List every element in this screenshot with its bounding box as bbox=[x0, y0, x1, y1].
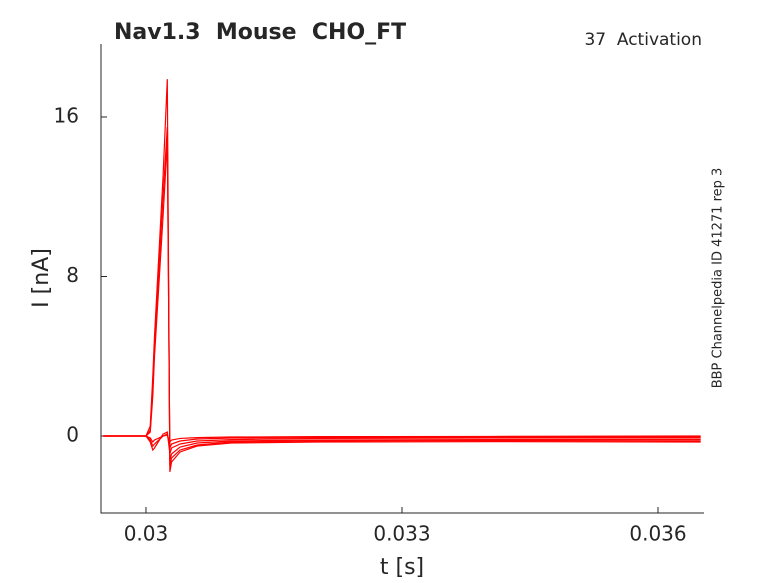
x-tick-label: 0.036 bbox=[629, 522, 686, 546]
trace bbox=[103, 140, 701, 461]
trace bbox=[103, 431, 701, 455]
trace bbox=[103, 433, 701, 451]
x-tick-label: 0.033 bbox=[373, 522, 430, 546]
y-tick-label: 8 bbox=[66, 263, 79, 287]
axes bbox=[100, 44, 704, 514]
y-tick-label: 0 bbox=[66, 423, 79, 447]
annotation: 37 Activation bbox=[584, 30, 702, 50]
side-note: BBP Channelpedia ID 41271 rep 3 bbox=[711, 168, 726, 389]
trace bbox=[103, 434, 701, 444]
y-axis-label: I [nA] bbox=[29, 248, 54, 308]
chart-title: Nav1.3 Mouse CHO_FT bbox=[114, 20, 406, 45]
trace bbox=[103, 79, 701, 473]
x-axis-label: t [s] bbox=[380, 555, 424, 580]
trace bbox=[103, 126, 701, 467]
x-tick-label: 0.03 bbox=[124, 522, 169, 546]
y-tick-label: 16 bbox=[54, 103, 79, 127]
